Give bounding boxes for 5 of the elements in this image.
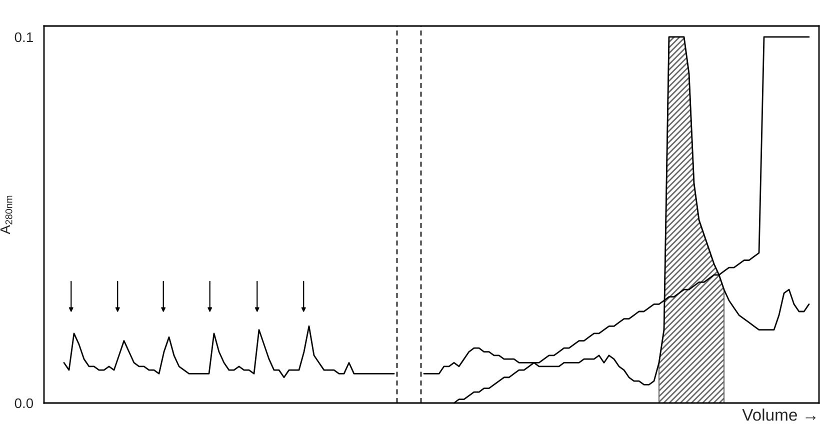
x-axis-title: Volume → <box>742 408 816 421</box>
y-axis-title: A$_{280nm}$ <box>0 196 12 234</box>
line-series <box>63 325 395 378</box>
y-tick-label: 0.1 <box>14 32 33 42</box>
y-tick-label: 0.0 <box>14 398 34 408</box>
